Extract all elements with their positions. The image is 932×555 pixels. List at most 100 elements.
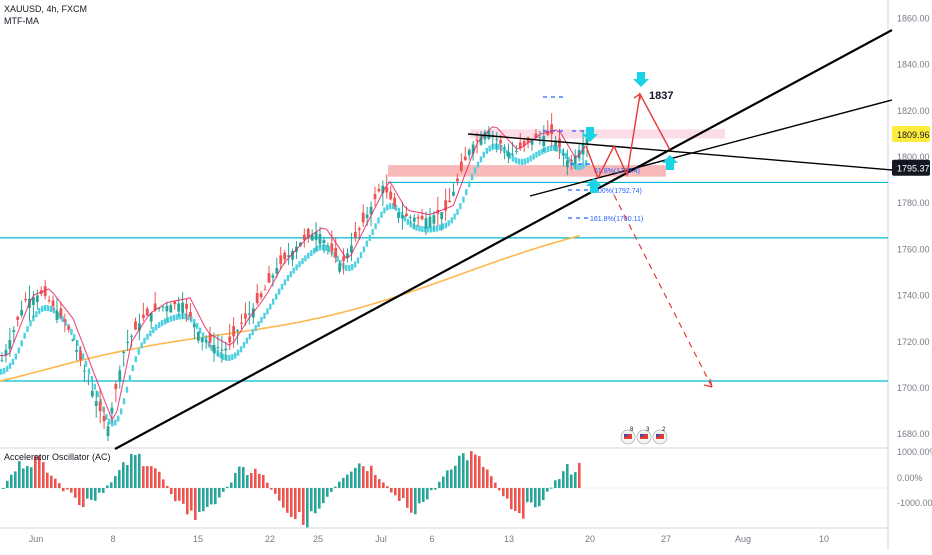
candle-body <box>428 216 432 228</box>
fast-ma-dot <box>175 314 178 321</box>
flag-stripe <box>624 434 632 439</box>
oscillator-bar <box>258 473 261 488</box>
oscillator-bar <box>518 488 521 514</box>
candle-body <box>208 334 212 343</box>
fast-ma-dot <box>248 333 251 340</box>
oscillator-bar <box>506 488 509 499</box>
oscillator-bar <box>302 488 305 525</box>
flag-stripe <box>656 434 664 439</box>
candle-body <box>244 313 247 319</box>
candle-body <box>302 234 306 240</box>
fast-ma-dot <box>143 337 146 344</box>
oscillator-bar <box>578 462 581 488</box>
candle-body <box>538 137 542 139</box>
fast-ma-dot <box>280 283 284 290</box>
candle-body <box>267 273 271 283</box>
event-count: 2 <box>662 427 666 433</box>
fast-ma-dot <box>207 341 211 348</box>
projected-drop-head <box>703 378 713 388</box>
fast-ma-dot <box>397 207 401 214</box>
candle-body <box>153 303 157 311</box>
candle-body <box>569 159 573 162</box>
event-count: 3 <box>646 427 650 433</box>
fast-ma-dot <box>196 322 199 329</box>
oscillator-bar <box>234 472 237 488</box>
fast-ma-dot <box>394 204 398 211</box>
candle-body <box>59 308 63 317</box>
oscillator-bar <box>462 453 465 488</box>
fast-ma-dot <box>421 226 424 233</box>
candle-body <box>275 268 279 274</box>
candle-body <box>565 160 569 168</box>
fast-ma-dot <box>283 279 287 286</box>
candle-body <box>334 248 338 258</box>
candle-body <box>287 255 291 257</box>
oscillator-bar <box>94 488 97 501</box>
oscillator-bar <box>338 481 341 488</box>
time-tick-label: 15 <box>193 534 203 544</box>
oscillator-bar <box>546 488 549 492</box>
oscillator-bar <box>342 477 345 488</box>
oscillator-bar <box>250 473 253 488</box>
oscillator-bar <box>562 471 565 488</box>
candle-body <box>381 185 385 194</box>
oscillator-bar <box>442 476 445 488</box>
candle-body <box>338 263 342 272</box>
fast-ma-dot <box>424 226 427 233</box>
fast-ma-dot <box>35 311 38 318</box>
oscillator-bar <box>398 488 401 502</box>
oscillator-bar <box>270 488 273 490</box>
oscillator-bar <box>238 466 241 488</box>
candle-body <box>350 245 353 253</box>
fast-ma-dot <box>582 162 585 169</box>
fast-ma-dot <box>415 224 418 231</box>
oscillator-bar <box>58 483 61 488</box>
fast-ma-dot <box>441 223 445 230</box>
fast-ma-dot <box>298 261 301 268</box>
fast-ma-dot <box>438 224 442 231</box>
oscillator-title: Accelerator Oscillator (AC) <box>4 452 111 462</box>
oscillator-bar <box>266 482 269 488</box>
fib-label-100: 100%(1792.74) <box>594 188 642 195</box>
oscillator-bar <box>246 475 249 488</box>
oscillator-bar <box>74 488 77 498</box>
candle-body <box>173 301 177 305</box>
price-tick-label: 1740.00 <box>897 291 930 301</box>
candle-body <box>401 215 404 219</box>
fast-ma-dot <box>251 329 254 336</box>
oscillator-bar <box>550 487 553 489</box>
oscillator-bar <box>226 486 229 488</box>
fast-ma-dot <box>517 158 521 165</box>
oscillator-bar <box>554 480 557 488</box>
oscillator-bar <box>278 488 281 501</box>
fib-label-618: 61.8%(1799.4) <box>594 168 640 175</box>
oscillator-bar <box>446 470 449 488</box>
oscillator-bar <box>390 488 393 493</box>
down-arrow-icon <box>633 72 649 87</box>
oscillator-bar <box>350 471 353 488</box>
price-tick-label: 1860.00 <box>897 13 930 23</box>
flag-stripe <box>640 434 648 439</box>
candle-body <box>271 275 275 278</box>
fast-ma-dot <box>567 156 570 163</box>
oscillator-bar <box>526 488 529 503</box>
fast-ma-dot <box>70 328 73 335</box>
oscillator-bar <box>6 480 9 488</box>
oscillator-bar <box>110 482 113 488</box>
candle-body <box>255 292 259 304</box>
oscillator-bar <box>2 488 5 489</box>
fast-ma-dot <box>356 257 360 264</box>
time-tick-label: Jun <box>29 534 44 544</box>
oscillator-bar <box>402 488 405 499</box>
candle-body <box>283 252 287 260</box>
fast-ma-dot <box>26 326 29 333</box>
oscillator-bar <box>146 466 149 488</box>
candle-body <box>204 340 208 342</box>
fast-ma-dot <box>134 356 137 363</box>
up-arrow-icon <box>662 155 678 170</box>
time-tick-label: 8 <box>110 534 115 544</box>
fast-ma-dot <box>549 145 553 151</box>
fast-ma-dot <box>371 229 374 236</box>
